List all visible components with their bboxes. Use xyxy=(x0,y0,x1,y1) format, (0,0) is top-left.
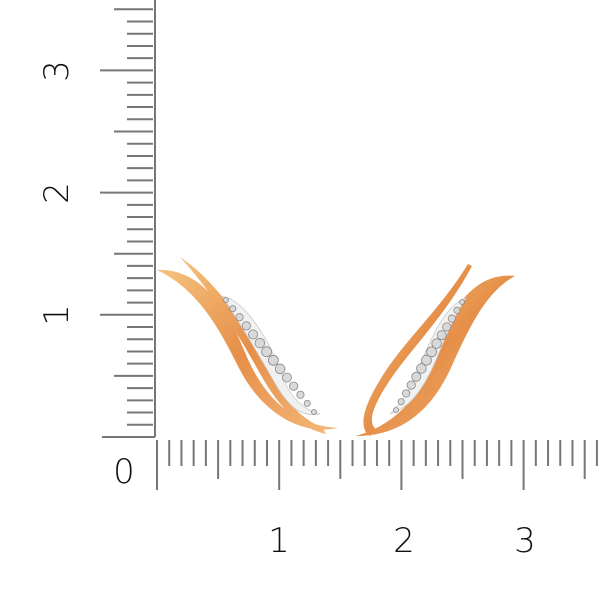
horizontal-ruler xyxy=(156,440,598,490)
stone xyxy=(402,389,411,398)
ruler-label-h3: 3 xyxy=(514,521,536,561)
ruler-label-v2: 2 xyxy=(37,182,77,204)
stone xyxy=(311,409,317,415)
stone xyxy=(235,313,244,322)
stone xyxy=(426,346,437,358)
stones-left xyxy=(223,297,317,415)
stone xyxy=(261,346,272,358)
left-earring xyxy=(157,257,338,434)
stone xyxy=(447,314,456,323)
stone xyxy=(274,363,286,375)
stone xyxy=(268,354,279,366)
stone xyxy=(229,305,237,313)
stone xyxy=(289,381,299,391)
ruler-label-h2: 2 xyxy=(393,521,415,561)
right-earring xyxy=(356,264,515,436)
stone xyxy=(411,371,422,382)
stone xyxy=(393,407,399,413)
ruler-label-h1: 1 xyxy=(268,521,290,561)
stone xyxy=(416,363,427,374)
stone xyxy=(241,321,251,331)
stone xyxy=(303,399,311,407)
stone xyxy=(431,338,442,349)
stone xyxy=(248,329,259,340)
stone xyxy=(406,380,416,390)
stone xyxy=(459,299,465,305)
ruler-label-v1: 1 xyxy=(37,304,77,326)
stone xyxy=(296,390,305,399)
stone xyxy=(442,322,452,332)
stone xyxy=(281,372,292,383)
ruler-label-v3: 3 xyxy=(37,60,77,82)
ruler-label-0: 0 xyxy=(113,452,135,492)
stone xyxy=(223,297,229,303)
stone xyxy=(421,354,432,366)
stone xyxy=(453,306,461,314)
stones-right xyxy=(393,299,465,413)
stone xyxy=(397,398,405,406)
stone xyxy=(254,337,266,349)
vertical-ruler xyxy=(100,0,156,438)
stone xyxy=(436,330,447,341)
